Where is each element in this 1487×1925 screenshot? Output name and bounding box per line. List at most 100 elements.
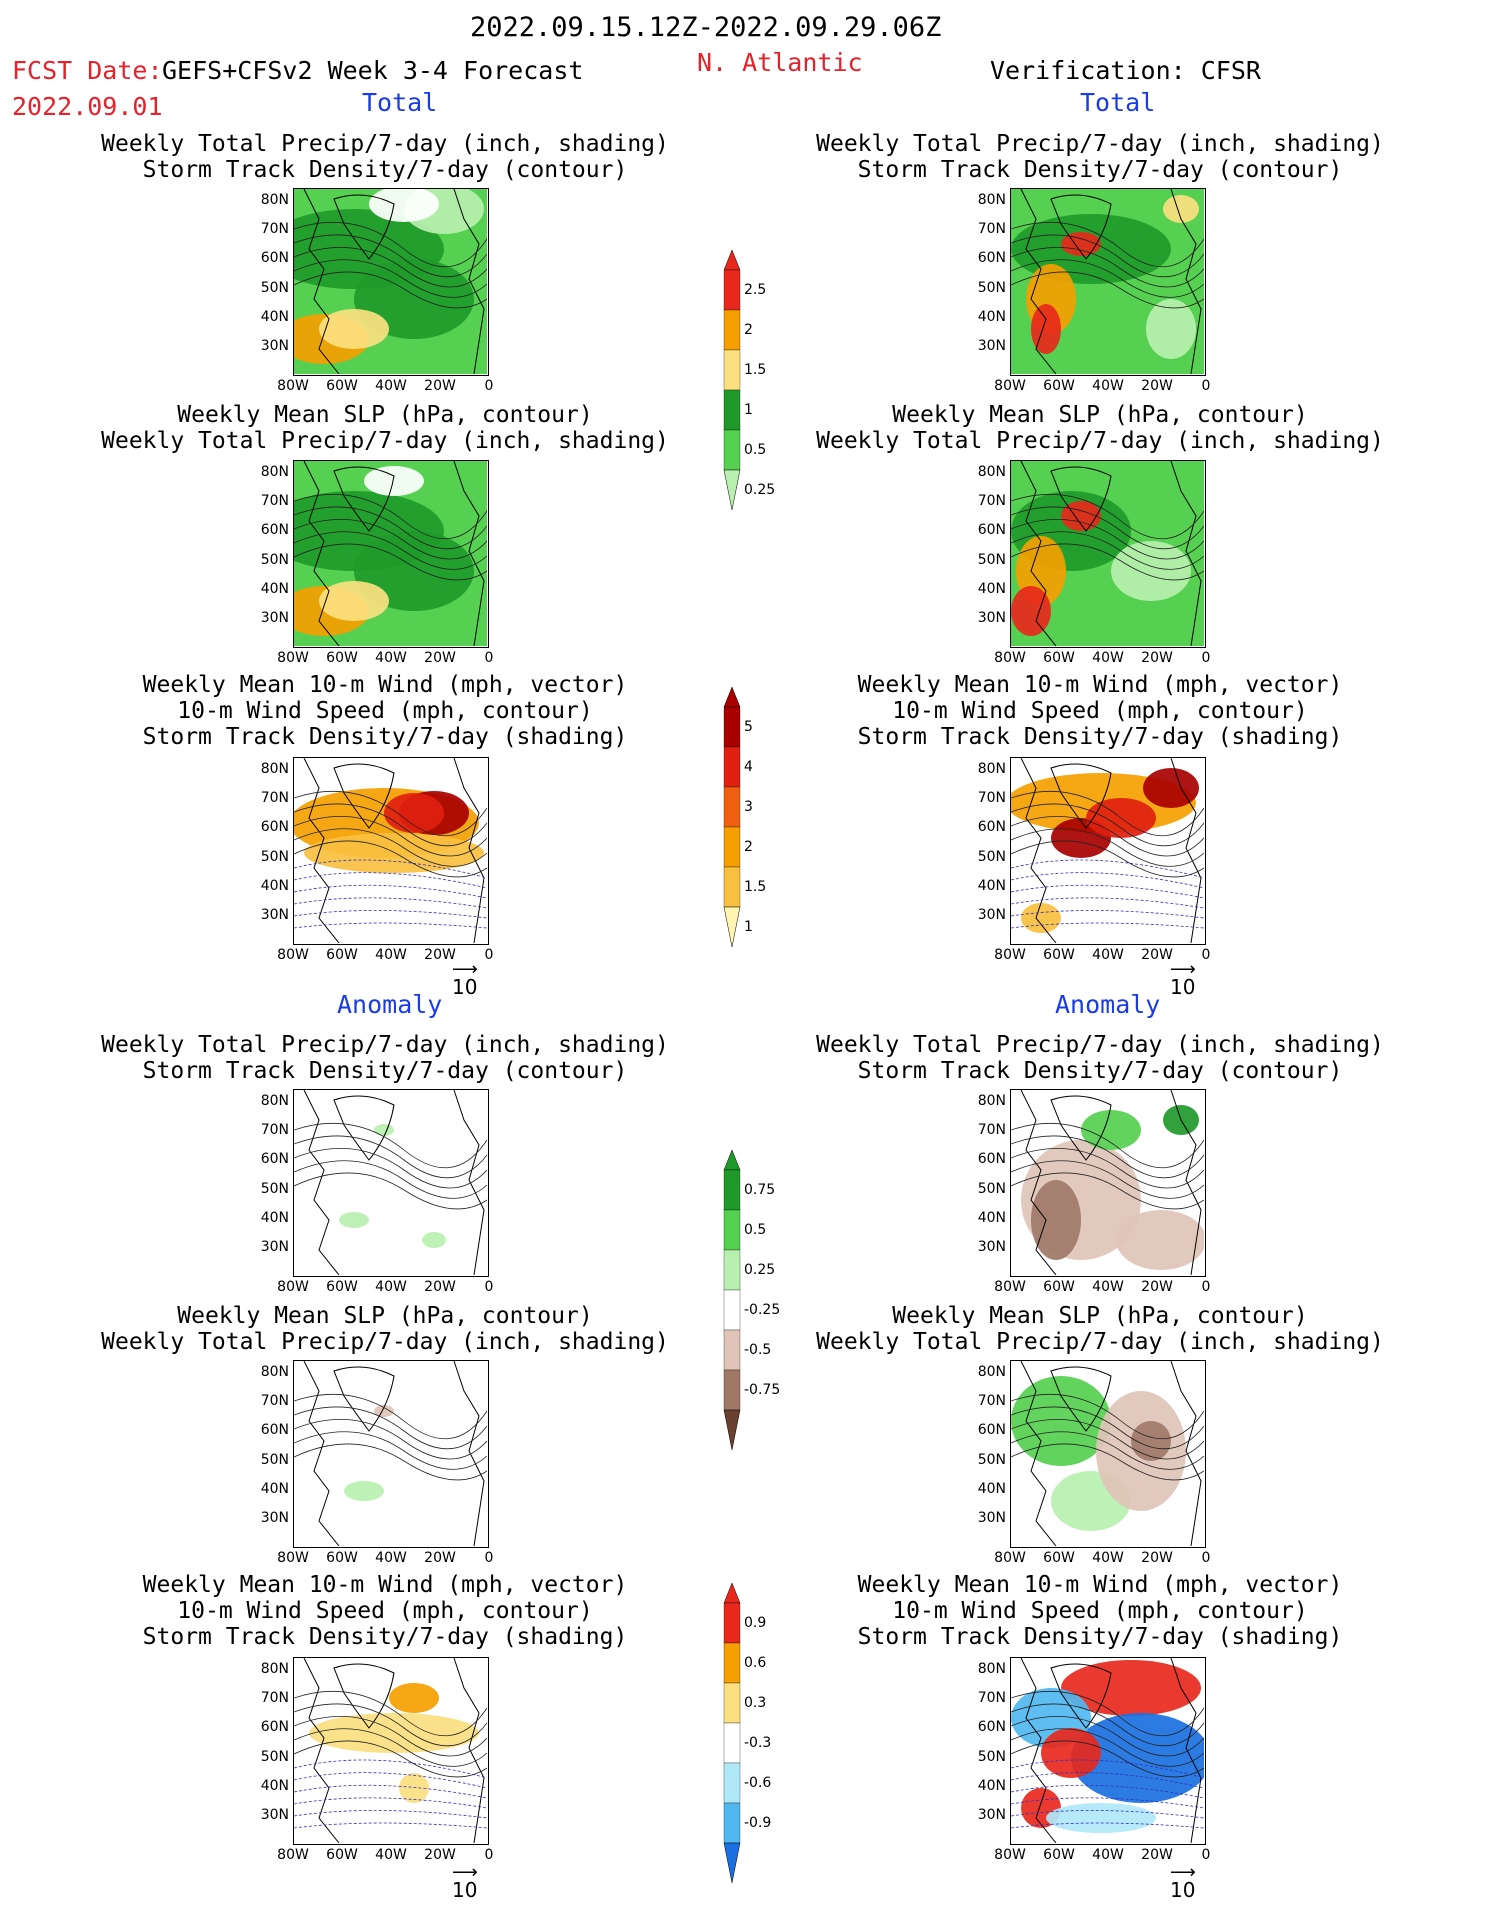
panel-title-line: Weekly Mean SLP (hPa, contour): [892, 402, 1308, 428]
map-slp_precip-anomaly-verification: [1010, 1360, 1206, 1548]
panel-title: Weekly Mean 10-m Wind (mph, vector) 10-m …: [760, 672, 1440, 750]
vector-ref-1: ⟶ 10: [452, 959, 478, 1000]
lat-tick-label: 60N: [260, 819, 289, 836]
lat-tick-label: 40N: [260, 1209, 289, 1226]
lon-tick-label: 80W: [277, 947, 309, 963]
lat-tick-label: 40N: [260, 877, 289, 894]
lat-tick-label: 50N: [977, 848, 1006, 865]
section-total-left: Total: [362, 88, 438, 117]
lat-tick-label: 30N: [260, 338, 289, 354]
lon-tick-label: 0: [484, 378, 494, 394]
lon-tick-label: 20W: [424, 947, 456, 963]
lon-tick-label: 40W: [375, 378, 407, 394]
lat-tick-label: 70N: [977, 1122, 1006, 1139]
panel-title-line: Weekly Total Precip/7-day (inch, shading…: [816, 1032, 1384, 1058]
lat-tick-label: 30N: [260, 1239, 289, 1255]
panel-title-line: Weekly Mean SLP (hPa, contour): [177, 1303, 593, 1329]
panel-title-line: Storm Track Density/7-day (contour): [142, 1058, 628, 1084]
fcst-date: 2022.09.01: [12, 92, 163, 121]
lat-tick-label: 50N: [977, 1748, 1006, 1765]
lon-tick-label: 80W: [277, 1550, 309, 1566]
panel-title: Weekly Mean SLP (hPa, contour) Weekly Tot…: [45, 402, 725, 454]
lon-tick-label: 60W: [326, 947, 358, 963]
panel-title-line: Weekly Mean SLP (hPa, contour): [892, 1303, 1308, 1329]
lon-tick-label: 40W: [375, 1279, 407, 1295]
lon-tick-label: 0: [1201, 1550, 1211, 1566]
map-wind-anomaly-forecast: [293, 1657, 489, 1845]
panel-title-line: Storm Track Density/7-day (contour): [142, 157, 628, 183]
lon-tick-label: 60W: [326, 1279, 358, 1295]
lat-tick-label: 70N: [977, 790, 1006, 807]
map-precip_storm-total-verification: [1010, 188, 1206, 376]
colorbar-label: 0.6: [744, 1655, 767, 1671]
panel-title: Weekly Mean 10-m Wind (mph, vector) 10-m …: [45, 672, 725, 750]
lat-tick-label: 60N: [977, 819, 1006, 836]
lat-tick-label: 80N: [260, 1364, 289, 1380]
colorbar-label: 0.25: [744, 1262, 776, 1278]
colorbar-label: 5: [744, 719, 753, 735]
lon-tick-label: 60W: [326, 1847, 358, 1863]
lat-tick-label: 40N: [977, 308, 1006, 325]
lat-tick-label: 80N: [977, 1093, 1006, 1109]
map-slp_precip-total-forecast: [293, 460, 489, 648]
panel-title-line: Storm Track Density/7-day (shading): [857, 724, 1343, 750]
colorbar-label: 1.5: [744, 362, 767, 378]
lat-tick-label: 80N: [260, 761, 289, 777]
lon-tick-label: 60W: [326, 650, 358, 666]
lon-tick-label: 40W: [375, 947, 407, 963]
lon-tick-label: 60W: [1043, 378, 1075, 394]
panel-title-line: Weekly Mean 10-m Wind (mph, vector): [142, 672, 628, 698]
panel-title: Weekly Mean SLP (hPa, contour) Weekly Tot…: [760, 402, 1440, 454]
map-wind-anomaly-verification: [1010, 1657, 1206, 1845]
lat-tick-label: 70N: [260, 790, 289, 807]
lat-tick-label: 60N: [977, 250, 1006, 267]
map-wind-total-verification: [1010, 757, 1206, 945]
colorbar-label: 0.3: [744, 1695, 767, 1711]
map-precip_storm-anomaly-verification: [1010, 1089, 1206, 1277]
arrow-right-icon: ⟶: [1170, 959, 1196, 980]
lon-tick-label: 0: [484, 1847, 494, 1863]
map-wind-total-forecast: [293, 757, 489, 945]
colorbar-label: 2: [744, 322, 753, 338]
lat-tick-label: 50N: [977, 1180, 1006, 1197]
panel-title-line: Weekly Total Precip/7-day (inch, shading…: [816, 428, 1384, 454]
lat-tick-label: 50N: [260, 1451, 289, 1468]
panel-title-line: Storm Track Density/7-day (shading): [142, 1624, 628, 1650]
colorbar-label: 1.5: [744, 879, 767, 895]
colorbar-label: 0.25: [744, 482, 776, 498]
lat-tick-label: 80N: [977, 761, 1006, 777]
lat-tick-label: 70N: [260, 1690, 289, 1707]
lon-tick-label: 80W: [277, 378, 309, 394]
panel-title-line: Weekly Total Precip/7-day (inch, shading…: [101, 428, 669, 454]
colorbar-precip_total: [723, 250, 741, 511]
verification-label: Verification: CFSR: [990, 56, 1261, 85]
lat-tick-label: 40N: [977, 580, 1006, 597]
lat-tick-label: 50N: [977, 279, 1006, 296]
panel-title-line: Weekly Total Precip/7-day (inch, shading…: [101, 131, 669, 157]
map-precip_storm-total-forecast: [293, 188, 489, 376]
arrow-right-icon: ⟶: [452, 959, 478, 980]
colorbar-label: -0.3: [744, 1735, 772, 1751]
lat-tick-label: 70N: [977, 1393, 1006, 1410]
lon-tick-label: 0: [1201, 1847, 1211, 1863]
lat-tick-label: 80N: [977, 1661, 1006, 1677]
colorbar-label: 1: [744, 402, 753, 418]
lat-tick-label: 50N: [260, 1180, 289, 1197]
lat-tick-label: 80N: [260, 1093, 289, 1109]
panel-title: Weekly Mean SLP (hPa, contour) Weekly Tot…: [760, 1303, 1440, 1355]
colorbar-storm_total: [723, 687, 741, 948]
lat-tick-label: 40N: [260, 1480, 289, 1497]
lat-tick-label: 70N: [977, 493, 1006, 510]
lat-tick-label: 30N: [260, 907, 289, 923]
lat-tick-label: 30N: [260, 1807, 289, 1823]
panel-title-line: 10-m Wind Speed (mph, contour): [892, 1598, 1308, 1624]
lat-tick-label: 60N: [260, 1151, 289, 1168]
region-label: N. Atlantic: [697, 48, 863, 77]
section-anomaly-right: Anomaly: [1055, 990, 1161, 1019]
lat-tick-label: 40N: [260, 308, 289, 325]
lon-tick-label: 20W: [1141, 1847, 1173, 1863]
colorbar-label: 1: [744, 919, 753, 935]
lat-tick-label: 30N: [260, 1510, 289, 1526]
fcst-date-label: FCST Date:: [12, 56, 163, 85]
vector-ref-label: 10: [1170, 975, 1196, 999]
